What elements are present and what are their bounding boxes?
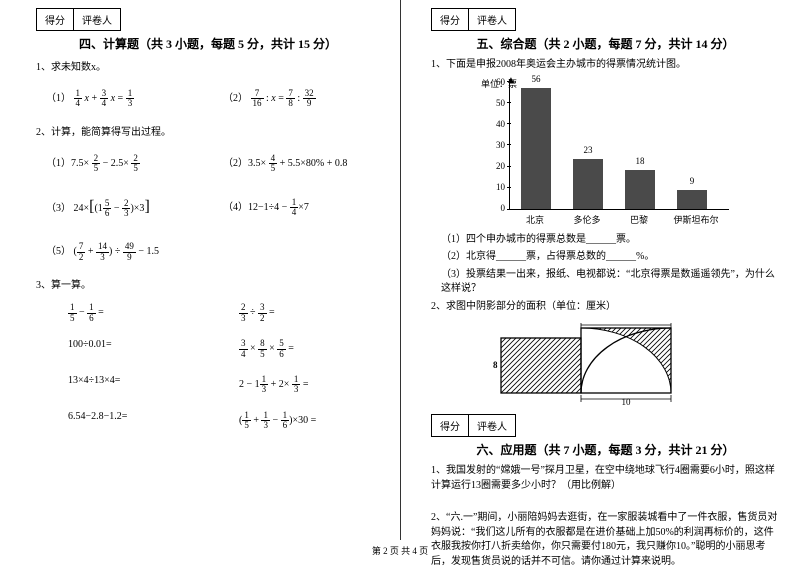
xlab-3: 伊斯坦布尔 bbox=[665, 213, 727, 229]
q4-2-row2: （3） 24×[(156 − 23)×3] （4）12−1÷4 − 14×7 bbox=[36, 190, 380, 227]
q4-1-2: （2） 716 : x = 78 : 329 bbox=[223, 89, 380, 109]
q4-2-row3: （5） (72 + 143) ÷ 499 − 1.5 bbox=[36, 234, 380, 270]
xlab-0: 北京 bbox=[509, 213, 561, 229]
q5-2-label: 2、求图中阴影部分的面积（单位：厘米） bbox=[431, 300, 780, 315]
grader-label-5: 评卷人 bbox=[469, 8, 516, 31]
left-column: 得分 评卷人 四、计算题（共 3 小题，每题 5 分，共计 15 分） 1、求未… bbox=[0, 0, 400, 540]
score-label-6: 得分 bbox=[431, 414, 469, 437]
tick-0: 0 bbox=[481, 203, 509, 213]
q5-1-sub3: （3）投票结果一出来，报纸、电视都说：“北京得票是数遥遥领先”，为什么这样说？ bbox=[431, 268, 780, 297]
score-box-5: 得分 评卷人 bbox=[431, 8, 780, 31]
q4-3-2: 23 ÷ 32 = bbox=[239, 303, 380, 323]
q4-2-3: （3） 24×[(156 − 23)×3] bbox=[46, 198, 203, 219]
q4-1-1: （1） 14 x + 34 x = 13 bbox=[46, 89, 203, 109]
q4-1-label: 1、求未知数x。 bbox=[36, 58, 380, 73]
dim-bottom: 10 bbox=[622, 397, 632, 405]
q4-2-row1: （1）7.5× 25 − 2.5× 25 （2）3.5× 45 + 5.5×80… bbox=[36, 146, 380, 182]
dim-left: 8 bbox=[493, 360, 498, 370]
x-labels: 北京 多伦多 巴黎 伊斯坦布尔 bbox=[509, 213, 729, 229]
q4-3-4: 34 × 85 × 56 = bbox=[239, 339, 380, 359]
section-6-title: 六、应用题（共 7 小题，每题 3 分，共计 21 分） bbox=[431, 441, 780, 458]
q4-3-label: 3、算一算。 bbox=[36, 276, 380, 291]
q5-1-sub2: （2）北京得______票，占得票总数的______%。 bbox=[431, 250, 780, 265]
x-axis bbox=[509, 209, 729, 210]
xlab-1: 多伦多 bbox=[561, 213, 613, 229]
shape-diagram: 6 10 8 bbox=[491, 323, 701, 405]
q6-2: 2、“六.一”期间，小丽陪妈妈去逛街，在一家服装城看中了一件衣服，售货员对妈妈说… bbox=[431, 511, 780, 569]
q6-1: 1、我国发射的“嫦娥一号”探月卫星，在空中绕地球飞行4圈需要6小时，照这样计算运… bbox=[431, 464, 780, 493]
q5-1-label: 1、下面是申报2008年奥运会主办城市的得票情况统计图。 bbox=[431, 58, 780, 73]
bar-chart: 单位：票 ▲ 0 10 20 30 40 50 60 56 23 18 9 北京… bbox=[481, 79, 741, 229]
q4-2-1: （1）7.5× 25 − 2.5× 25 bbox=[46, 154, 203, 174]
tick-20: 20 bbox=[481, 161, 509, 171]
score-label-5: 得分 bbox=[431, 8, 469, 31]
tick-10: 10 bbox=[481, 182, 509, 192]
q4-2-5: （5） (72 + 143) ÷ 499 − 1.5 bbox=[46, 242, 203, 262]
tick-50: 50 bbox=[481, 98, 509, 108]
q4-2-2: （2）3.5× 45 + 5.5×80% + 0.8 bbox=[223, 154, 380, 174]
q4-2-label: 2、计算，能简算得写出过程。 bbox=[36, 123, 380, 138]
section-5-title: 五、综合题（共 2 小题，每题 7 分，共计 14 分） bbox=[431, 35, 780, 52]
grader-label: 评卷人 bbox=[74, 8, 121, 31]
dim-top: 6 bbox=[619, 323, 624, 325]
tick-30: 30 bbox=[481, 140, 509, 150]
q4-3-items: 15 − 16 = 23 ÷ 32 = 100÷0.01= 34 × 85 × … bbox=[36, 295, 380, 439]
grader-label-6: 评卷人 bbox=[469, 414, 516, 437]
q4-3-3: 100÷0.01= bbox=[68, 339, 209, 359]
q4-3-5: 13×4÷13×4= bbox=[68, 375, 209, 395]
bar-paris: 18 bbox=[625, 170, 655, 209]
q4-1-items: （1） 14 x + 34 x = 13 （2） 716 : x = 78 : … bbox=[36, 81, 380, 117]
section-4-title: 四、计算题（共 3 小题，每题 5 分，共计 15 分） bbox=[36, 35, 380, 52]
bars-group: 56 23 18 9 bbox=[509, 79, 729, 209]
q5-1-sub1: （1）四个申办城市的得票总数是______票。 bbox=[431, 233, 780, 248]
bar-istanbul: 9 bbox=[677, 190, 707, 209]
xlab-2: 巴黎 bbox=[613, 213, 665, 229]
right-column: 得分 评卷人 五、综合题（共 2 小题，每题 7 分，共计 14 分） 1、下面… bbox=[400, 0, 800, 540]
q4-3-1: 15 − 16 = bbox=[68, 303, 209, 323]
q4-3-7: 6.54−2.8−1.2= bbox=[68, 411, 209, 431]
tick-60: 60 bbox=[481, 77, 509, 87]
tick-40: 40 bbox=[481, 119, 509, 129]
score-box: 得分 评卷人 bbox=[36, 8, 380, 31]
bar-toronto: 23 bbox=[573, 159, 603, 209]
score-box-6: 得分 评卷人 bbox=[431, 414, 780, 437]
bar-beijing: 56 bbox=[521, 88, 551, 209]
score-label: 得分 bbox=[36, 8, 74, 31]
q4-3-8: (15 + 13 − 16)×30 = bbox=[239, 411, 380, 431]
q4-3-6: 2 − 113 + 2× 13 = bbox=[239, 375, 380, 395]
q4-2-4: （4）12−1÷4 − 14×7 bbox=[223, 198, 380, 219]
